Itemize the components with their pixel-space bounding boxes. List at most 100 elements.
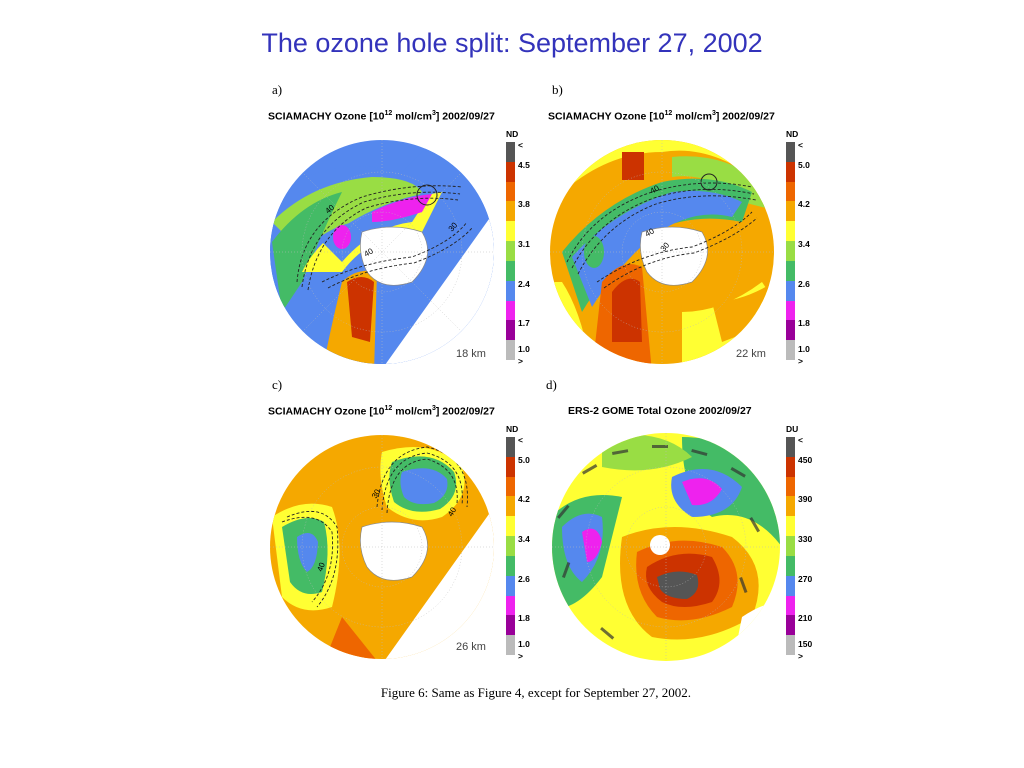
colorbar-segment <box>506 142 515 163</box>
colorbar-tick-label: 1.0 <box>518 639 530 650</box>
colorbar-segment <box>506 181 515 202</box>
colorbar-unit: ND <box>506 424 519 434</box>
colorbar-segment <box>506 221 515 242</box>
colorbar-tick-label: 1.7 <box>518 318 530 329</box>
colorbar-segment <box>786 635 795 656</box>
colorbar-segment <box>786 496 795 517</box>
colorbar-segment <box>786 476 795 497</box>
colorbar-tick-label: 450 <box>798 454 813 465</box>
panel-c-colorbar <box>506 437 515 656</box>
panel-c-letter: c) <box>272 377 283 392</box>
colorbar-segment <box>786 142 795 163</box>
panel-b-letter: b) <box>552 82 563 97</box>
colorbar-tick-label: 4.2 <box>798 199 810 210</box>
panel-c: c) SCIAMACHY Ozone [1012 mol/cm3] 2002/0… <box>262 377 532 667</box>
colorbar-tick-label: 3.1 <box>518 239 530 250</box>
colorbar-tick-label: < <box>798 435 803 445</box>
panel-d: d) ERS-2 GOME Total Ozone 2002/09/27 <box>542 377 812 667</box>
colorbar-segment <box>786 595 795 616</box>
colorbar-segment <box>786 300 795 321</box>
colorbar-tick-label: > <box>518 651 523 662</box>
colorbar-segment <box>786 161 795 183</box>
colorbar-segment <box>786 536 795 557</box>
colorbar-tick-label: > <box>518 356 523 367</box>
panel-a-polar-map: 40 40 30 <box>270 140 494 364</box>
colorbar-tick-label: 1.8 <box>798 318 810 329</box>
colorbar-tick-label: 390 <box>798 494 813 505</box>
colorbar-tick-label: 270 <box>798 573 813 584</box>
panel-c-altitude: 26 km <box>456 641 486 653</box>
colorbar-tick-label: 150 <box>798 639 813 650</box>
colorbar-tick-label: 1.0 <box>798 344 810 355</box>
colorbar-tick-label: 5.0 <box>518 454 530 465</box>
colorbar-segment <box>506 536 515 557</box>
contour-label: 40 <box>315 561 327 573</box>
panel-a-colorbar <box>506 142 515 361</box>
panel-c-polar-map: 30 40 40 <box>270 435 494 659</box>
colorbar-tick-label: > <box>798 356 803 367</box>
colorbar-tick-label: 3.4 <box>798 239 810 250</box>
colorbar-tick-label: 2.6 <box>798 278 810 289</box>
colorbar-tick-label: < <box>798 140 803 150</box>
panel-d-letter: d) <box>546 377 557 392</box>
colorbar-tick-label: 4.2 <box>518 494 530 505</box>
colorbar-unit: ND <box>786 129 799 139</box>
colorbar-segment <box>786 221 795 242</box>
colorbar-tick-label: 2.4 <box>518 278 530 289</box>
colorbar-segment <box>786 437 795 458</box>
panel-a-title: SCIAMACHY Ozone [1012 mol/cm3] 2002/09/2… <box>268 110 495 123</box>
panel-b-polar-map: 40 40 30 <box>550 140 774 364</box>
colorbar-segment <box>786 456 795 478</box>
colorbar-segment <box>786 575 795 597</box>
panel-d-colorbar <box>786 437 795 656</box>
colorbar-segment <box>786 340 795 361</box>
colorbar-segment <box>506 476 515 497</box>
colorbar-segment <box>786 181 795 202</box>
colorbar-unit: DU <box>786 424 799 434</box>
colorbar-tick-label: 3.4 <box>518 534 530 545</box>
colorbar-segment <box>506 496 515 517</box>
colorbar-tick-label: 4.5 <box>518 159 530 170</box>
panel-d-polar-map <box>552 433 780 661</box>
panel-c-title: SCIAMACHY Ozone [1012 mol/cm3] 2002/09/2… <box>268 405 495 418</box>
colorbar-segment <box>506 280 515 302</box>
panel-b-colorbar <box>786 142 795 361</box>
colorbar-tick-label: < <box>518 140 523 150</box>
colorbar-segment <box>506 595 515 616</box>
colorbar-segment <box>506 241 515 262</box>
panel-b: b) SCIAMACHY Ozone [1012 mol/cm3] 2002/0… <box>542 82 812 372</box>
figure-caption: Figure 6: Same as Figure 4, except for S… <box>380 685 692 700</box>
colorbar-segment <box>506 575 515 597</box>
panel-a: a) SCIAMACHY Ozone [1012 mol/cm3] 2002/0… <box>262 82 532 372</box>
colorbar-tick-label: < <box>518 435 523 445</box>
colorbar-segment <box>786 320 795 341</box>
colorbar-segment <box>506 516 515 537</box>
colorbar-tick-label: 1.8 <box>518 613 530 624</box>
colorbar-segment <box>506 555 515 577</box>
panel-a-letter: a) <box>272 82 283 97</box>
slide-title: The ozone hole split: September 27, 2002 <box>261 28 763 58</box>
panel-d-title: ERS-2 GOME Total Ozone 2002/09/27 <box>568 405 752 417</box>
colorbar-tick-label: 5.0 <box>798 159 810 170</box>
colorbar-segment <box>786 516 795 537</box>
colorbar-tick-label: > <box>798 651 803 662</box>
colorbar-segment <box>506 635 515 656</box>
colorbar-unit: ND <box>506 129 519 139</box>
panel-b-altitude: 22 km <box>736 348 766 360</box>
colorbar-segment <box>786 555 795 577</box>
colorbar-segment <box>786 260 795 282</box>
colorbar-segment <box>506 201 515 222</box>
colorbar-segment <box>506 456 515 478</box>
colorbar-tick-label: 2.6 <box>518 573 530 584</box>
colorbar-segment <box>786 241 795 262</box>
colorbar-tick-label: 210 <box>798 613 813 624</box>
colorbar-segment <box>506 320 515 341</box>
colorbar-tick-label: 3.8 <box>518 199 530 210</box>
colorbar-segment <box>506 260 515 282</box>
colorbar-segment <box>786 201 795 222</box>
colorbar-segment <box>506 615 515 636</box>
colorbar-segment <box>786 615 795 636</box>
colorbar-segment <box>786 280 795 302</box>
panel-a-altitude: 18 km <box>456 348 486 360</box>
panel-b-title: SCIAMACHY Ozone [1012 mol/cm3] 2002/09/2… <box>548 110 775 123</box>
